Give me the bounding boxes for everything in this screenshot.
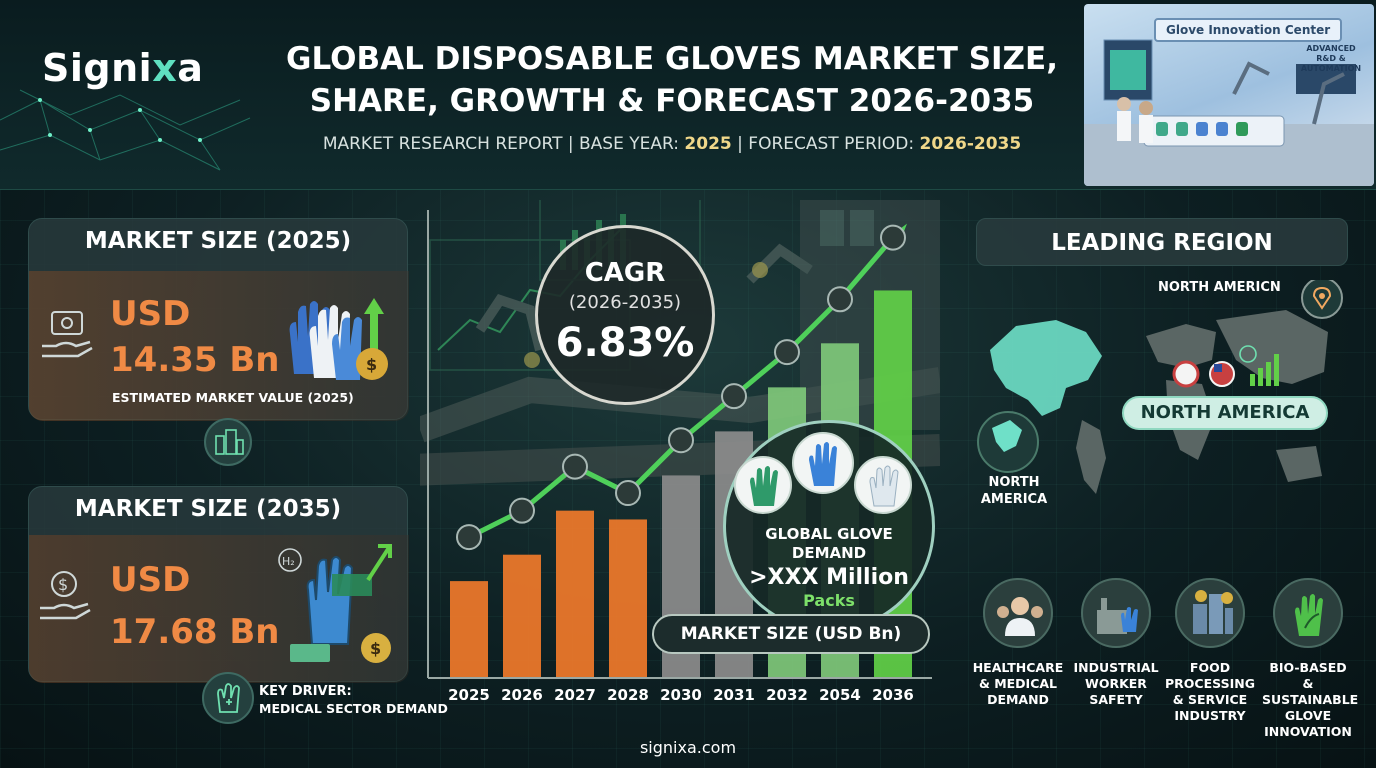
market-size-2035-heading: MARKET SIZE (2035) (74, 496, 342, 522)
x-tick-2025: 2025 (448, 686, 490, 704)
trend-point-2032 (774, 339, 800, 366)
driver-label: BIO-BASED & SUSTAINABLE GLOVE INNOVATION (1262, 660, 1359, 739)
white-glove-icon (854, 456, 912, 514)
market-2035-value: 17.68 Bn (110, 612, 280, 652)
glove-hand-growth-icon: H₂ $ (278, 544, 392, 663)
bar-2028 (609, 519, 647, 678)
money-hand-icon (42, 311, 93, 358)
demand-unit: Packs (803, 591, 855, 610)
city-icon (204, 418, 252, 466)
chart-axis-label: MARKET SIZE (USD Bn) (652, 614, 930, 654)
driver-label: INDUSTRIAL WORKER SAFETY (1073, 660, 1159, 707)
demand-amount: >XXX Million (749, 565, 909, 590)
factory-icon (1081, 578, 1151, 648)
leaf-glove-icon (1273, 578, 1343, 648)
demand-title: GLOBAL GLOVE DEMAND (765, 525, 893, 562)
x-tick-2054: 2054 (819, 686, 861, 704)
market-size-2025-heading: MARKET SIZE (2025) (84, 228, 352, 254)
x-tick-2028: 2028 (607, 686, 649, 704)
market-2025-value: 14.35 Bn (110, 340, 280, 380)
svg-text:$: $ (58, 575, 68, 594)
x-tick-2026: 2026 (501, 686, 543, 704)
key-driver-value: MEDICAL SECTOR DEMAND (259, 701, 448, 716)
leading-region-heading: LEADING REGION (976, 218, 1348, 266)
trend-point-2028 (615, 480, 641, 507)
svg-text:$: $ (366, 355, 377, 374)
green-glove-icon (734, 456, 792, 514)
estimated-value-caption: ESTIMATED MARKET VALUE (2025) (112, 390, 354, 405)
chart-trend (456, 223, 907, 551)
trend-point-2025 (456, 524, 482, 551)
market-2035-currency: USD (110, 560, 191, 600)
driver-4: BIO-BASED & SUSTAINABLE GLOVE INNOVATION (1262, 578, 1359, 740)
trend-point-2036 (880, 224, 906, 251)
bar-2026 (503, 554, 541, 678)
bar-2027 (556, 510, 594, 678)
trend-point-2054 (827, 286, 853, 313)
driver-1: HEALTHCARE & MEDICAL DEMAND (972, 578, 1064, 708)
dollar-hand-icon: $ (40, 571, 91, 620)
cagr-badge: CAGR (2026-2035) 6.83% (535, 225, 715, 405)
gloves-growth-icon: $ (289, 298, 388, 380)
driver-2: INDUSTRIAL WORKER SAFETY (1070, 578, 1162, 708)
page-subtitle: MARKET RESEARCH REPORT | BASE YEAR: 2025… (322, 134, 1022, 154)
driver-3: FOOD PROCESSING & SERVICE INDUSTRY (1164, 578, 1256, 724)
region-small-label: NORTH AMERICA (980, 475, 1048, 507)
cagr-value: 6.83% (555, 320, 695, 366)
rnd-tag: ADVANCED R&D & AUTOMATION (1300, 44, 1362, 73)
header: Signixa GLOBAL DISPOSABLE GLOVES MARKET … (0, 0, 1376, 190)
bar-2025 (450, 581, 488, 678)
region-pill: NORTH AMERICA (1122, 396, 1328, 430)
medical-glove-icon (202, 672, 254, 724)
x-tick-2036: 2036 (872, 686, 914, 704)
key-driver-label: KEY DRIVER: (259, 684, 352, 699)
svg-text:$: $ (370, 639, 381, 658)
region-top-label: NORTH AMERICN (1158, 280, 1281, 295)
trend-point-2031 (721, 383, 747, 410)
x-tick-2027: 2027 (554, 686, 596, 704)
brand-logo: Signixa (42, 46, 204, 90)
blue-glove-icon (792, 432, 854, 494)
x-tick-2032: 2032 (766, 686, 808, 704)
doctors-icon (983, 578, 1053, 648)
svg-text:H₂: H₂ (282, 555, 295, 568)
website-link[interactable]: signixa.com (639, 738, 737, 757)
network-graphic (0, 89, 251, 171)
page-title: GLOBAL DISPOSABLE GLOVES MARKET SIZE, SH… (286, 41, 1058, 119)
driver-label: FOOD PROCESSING & SERVICE INDUSTRY (1165, 660, 1255, 723)
trend-point-2027 (562, 453, 588, 480)
trend-point-2030 (668, 427, 694, 454)
innovation-center-sign: Glove Innovation Center (1154, 18, 1343, 42)
trend-point-2026 (509, 497, 535, 524)
x-tick-2030: 2030 (660, 686, 702, 704)
cagr-period: (2026-2035) (568, 292, 682, 313)
market-2025-currency: USD (110, 294, 191, 334)
cagr-label: CAGR (584, 258, 666, 288)
food-industry-icon (1175, 578, 1245, 648)
driver-label: HEALTHCARE & MEDICAL DEMAND (972, 660, 1064, 707)
x-tick-2031: 2031 (713, 686, 755, 704)
innovation-center-image: Glove Innovation Center ADVANCED R&D & A… (1084, 4, 1374, 186)
